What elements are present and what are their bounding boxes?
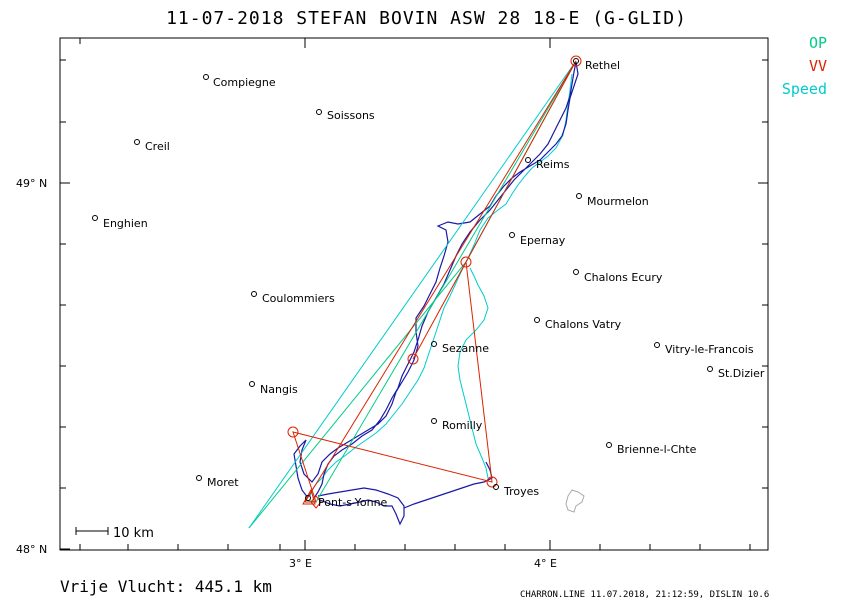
- legend-speed: Speed: [782, 80, 827, 98]
- city-label-mourmelon: Mourmelon: [587, 195, 649, 208]
- city-label-coulommiers: Coulommiers: [262, 292, 335, 305]
- city-label-soissons: Soissons: [327, 109, 375, 122]
- x-label-4e: 4° E: [534, 557, 557, 570]
- city-label-vitry: Vitry-le-Francois: [665, 343, 754, 356]
- city-label-epernay: Epernay: [520, 234, 566, 247]
- footer-info: CHARRON.LINE 11.07.2018, 21:12:59, DISLI…: [520, 590, 770, 600]
- city-label-moret: Moret: [207, 476, 239, 489]
- speed-trace: [309, 73, 573, 497]
- city-label-brienne: Brienne-l-Chte: [617, 443, 697, 456]
- distance-summary: Vrije Vlucht: 445.1 km: [60, 577, 272, 596]
- scale-bar-label: 10 km: [113, 526, 154, 541]
- city-label-compiegne: Compiegne: [213, 76, 276, 89]
- scale-bar: 10 km: [75, 526, 154, 541]
- legend-speed-label: Speed: [781, 80, 827, 98]
- turnpoints: [287, 55, 582, 488]
- city-label-rethel: Rethel: [585, 59, 620, 72]
- terrain-blob: [565, 489, 585, 513]
- start-triangle: [302, 488, 316, 505]
- speed-line: [248, 60, 577, 529]
- legend-op-label: OP: [808, 34, 827, 52]
- x-label-3e: 3° E: [289, 557, 312, 570]
- city-markers: [92, 58, 713, 501]
- map-frame: [59, 37, 769, 551]
- y-label-49n: 49° N: [16, 177, 47, 190]
- vv-task: [292, 60, 577, 503]
- legend-op: OP: [809, 34, 827, 52]
- city-label-troyes: Troyes: [503, 485, 539, 498]
- finish-diamond: [310, 495, 322, 509]
- city-label-romilly: Romilly: [442, 419, 483, 432]
- city-label-nangis: Nangis: [260, 383, 298, 396]
- city-label-pont-s-yonne: Pont-s-Yonne: [318, 496, 388, 509]
- y-label-48n: 48° N: [16, 543, 47, 556]
- city-label-reims: Reims: [536, 158, 570, 171]
- y-axis-ticks: [60, 59, 768, 550]
- x-axis-ticks: [79, 38, 751, 550]
- flight-track: [293, 61, 579, 526]
- city-label-chalons-ecury: Chalons Ecury: [584, 271, 663, 284]
- city-label-creil: Creil: [145, 140, 170, 153]
- city-label-enghien: Enghien: [103, 217, 148, 230]
- flight-title: 11-07-2018 STEFAN BOVIN ASW 28 18-E (G-G…: [166, 8, 687, 29]
- city-label-st-dizier: St.Dizier: [718, 367, 765, 380]
- legend-vv: VV: [809, 57, 827, 75]
- city-label-sezanne: Sezanne: [442, 342, 489, 355]
- legend-vv-label: VV: [808, 57, 827, 75]
- city-labels: Rethel Compiegne Soissons Creil Reims Mo…: [103, 59, 765, 509]
- city-label-chalons-vatry: Chalons Vatry: [545, 318, 622, 331]
